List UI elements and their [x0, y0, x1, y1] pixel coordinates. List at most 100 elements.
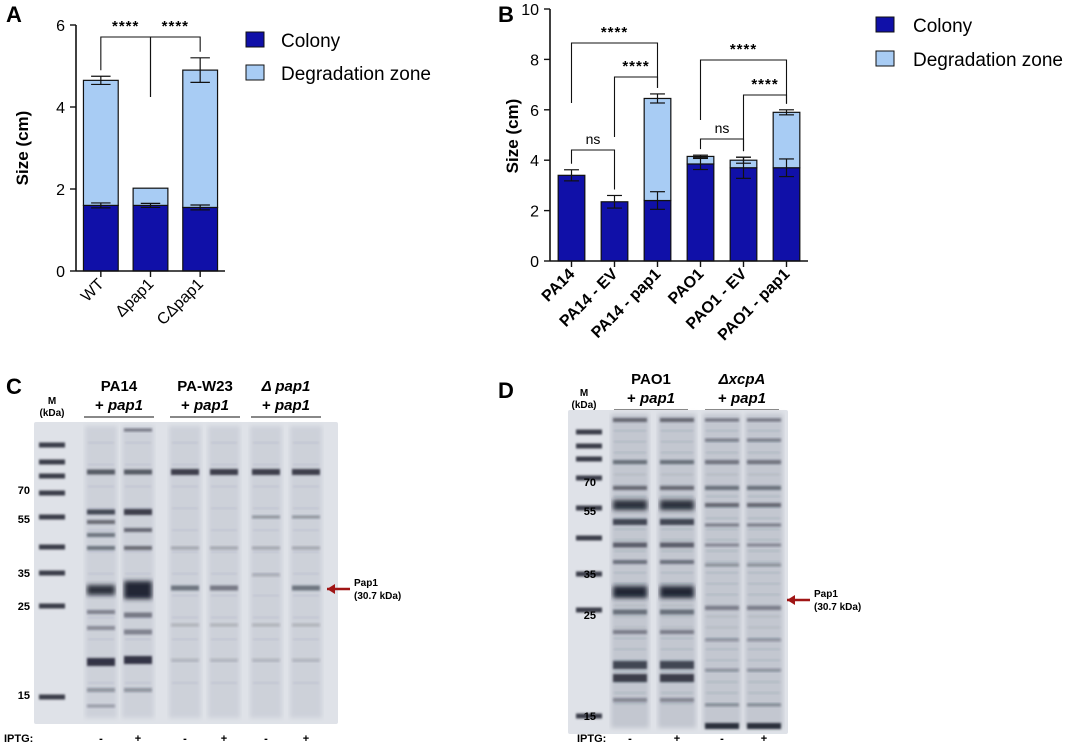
gel-c-smear-0-4 [88, 529, 114, 531]
gel-c-marker-label-35: 35 [18, 568, 30, 580]
gel-d-band-0-12 [613, 698, 647, 702]
bar-b-pa14-ev-colony [600, 201, 629, 262]
gel-d-smear-0-21 [614, 659, 646, 661]
significance-label-b-3: ns [715, 120, 730, 136]
gel-c-smear-0-3 [88, 507, 114, 510]
gel-c-marker-labels: 70 55 35 25 15 [18, 485, 30, 702]
gel-d-annotation-size: (30.7 kDa) [814, 602, 861, 613]
gel-c-pap1-annotation: Pap1 (30.7 kDa) [327, 578, 401, 602]
gel-d-smear-1-14 [661, 582, 693, 585]
gel-c-smear-4-11 [253, 682, 279, 684]
gel-d-smear-0-0 [614, 430, 646, 432]
gel-d-smear-3-25 [748, 703, 780, 705]
y-tick-label-b-8: 8 [530, 52, 539, 69]
gel-c-smear-1-6 [125, 573, 151, 575]
gel-d-band-2-4 [705, 503, 739, 507]
gel-d-smear-2-8 [706, 517, 738, 519]
gel-c-marker-band-4 [39, 514, 65, 520]
gel-d-group-name-0: PAO1 [631, 371, 671, 388]
gel-c-smear-1-8 [125, 616, 151, 619]
gel-c-band-2-4 [171, 658, 199, 662]
gel-d-smear-3-12 [748, 561, 780, 563]
gel-d-iptg-value-0: - [628, 733, 632, 745]
gel-c-marker-band-6 [39, 570, 65, 576]
gel-c-band-0-8 [87, 658, 115, 666]
gel-c-lane-1 [122, 426, 154, 718]
gel-c-smear-3-10 [211, 660, 237, 662]
gel-d-smear-2-19 [706, 637, 738, 640]
gel-d-smear-1-22 [661, 670, 693, 672]
gel-c-group-sub-1: + pap1 [181, 397, 229, 414]
gel-d-marker-band-1 [576, 443, 602, 449]
panel-letter-c: C [6, 374, 22, 399]
gel-d-smear-2-22 [706, 670, 738, 672]
gel-c-smear-3-9 [211, 638, 237, 641]
gel-c-smear-5-0 [293, 442, 319, 444]
gel-d-smear-1-10 [661, 539, 693, 541]
gel-d-group-sub-prefix-0: + [627, 390, 640, 407]
gel-d-band-1-11 [660, 674, 694, 682]
gel-d-smear-1-2 [661, 451, 693, 454]
gel-d-smear-3-18 [748, 626, 780, 629]
gel-d-smear-1-21 [661, 659, 693, 661]
gel-d-marker-labels: 70 55 35 25 15 [584, 477, 596, 723]
gel-d-smear-2-4 [706, 473, 738, 476]
x-tick-label-b-pa14: PA14 [539, 266, 579, 306]
gel-c-marker-band-7 [39, 603, 65, 609]
gel-d-band-3-9 [747, 638, 781, 642]
chart-a-legend: Colony Degradation zone [245, 31, 431, 85]
gel-d-marker-band-2 [576, 456, 602, 462]
gel-d-band-3-10 [747, 668, 781, 672]
gel-d-band-2-7 [705, 563, 739, 567]
gel-d-group-sub-prefix-1: + [718, 390, 731, 407]
gel-c-band-0-7 [87, 626, 115, 630]
gel-c-group-sub-0: + pap1 [95, 397, 143, 414]
gel-c-band-4-1 [252, 515, 280, 519]
gel-c-smear-5-10 [293, 660, 319, 662]
gel-c-smear-4-5 [253, 551, 279, 553]
gel-c-smear-2-3 [172, 507, 198, 510]
gel-c-smear-0-5 [88, 551, 114, 553]
gel-d-smear-0-3 [614, 462, 646, 465]
gel-d-smear-1-12 [661, 561, 693, 563]
gel-d-smear-3-21 [748, 659, 780, 661]
gel-c-smear-5-3 [293, 507, 319, 510]
gel-c-smear-2-1 [172, 463, 198, 466]
gel-d-smear-3-22 [748, 670, 780, 672]
bar-a-c-pap1-colony [182, 206, 219, 272]
gel-d-smear-2-17 [706, 615, 738, 618]
legend-a-colony-label: Colony [281, 31, 341, 52]
gel-d-smear-2-5 [706, 484, 738, 487]
gel-d-smear-3-16 [748, 604, 780, 607]
gel-c-smear-1-9 [125, 638, 151, 641]
gel-c-smear-2-4 [172, 529, 198, 531]
gel-d-band-3-2 [747, 460, 781, 464]
gel-c-smear-4-3 [253, 507, 279, 510]
gel-c-marker-header: M [48, 396, 56, 407]
gel-c-band-0-5 [87, 585, 115, 595]
gel-c-smear-3-8 [211, 616, 237, 619]
gel-c-band-3-2 [210, 585, 238, 591]
gel-d-smear-3-1 [748, 440, 780, 443]
gel-d-annotation-name: Pap1 [814, 589, 838, 600]
gel-c-group-name-0: PA14 [101, 378, 138, 395]
significance-label-b-5: **** [730, 41, 757, 58]
gel-d-band-2-6 [705, 543, 739, 547]
gel-d-band-2-2 [705, 460, 739, 464]
significance-label-b-1: **** [622, 58, 649, 75]
gel-d-marker-band-6 [576, 571, 602, 577]
bar-b-pa14-pap1-degradation-zone [643, 97, 672, 202]
significance-label-a-0: **** [112, 18, 139, 35]
gel-c-smear-1-10 [125, 660, 151, 662]
gel-c-annotation-size: (30.7 kDa) [354, 591, 401, 602]
gel-c-marker-band-1 [39, 459, 65, 465]
gel-d-iptg-label: IPTG: [577, 733, 606, 745]
gel-d-smear-1-5 [661, 484, 693, 487]
gel-c-smear-0-7 [88, 594, 114, 597]
gel-c-group-name-1: PA-W23 [177, 378, 233, 395]
significance-label-b-0: ns [586, 131, 601, 147]
chart-a-bars [82, 57, 219, 272]
gel-c-band-1-4 [124, 546, 152, 550]
